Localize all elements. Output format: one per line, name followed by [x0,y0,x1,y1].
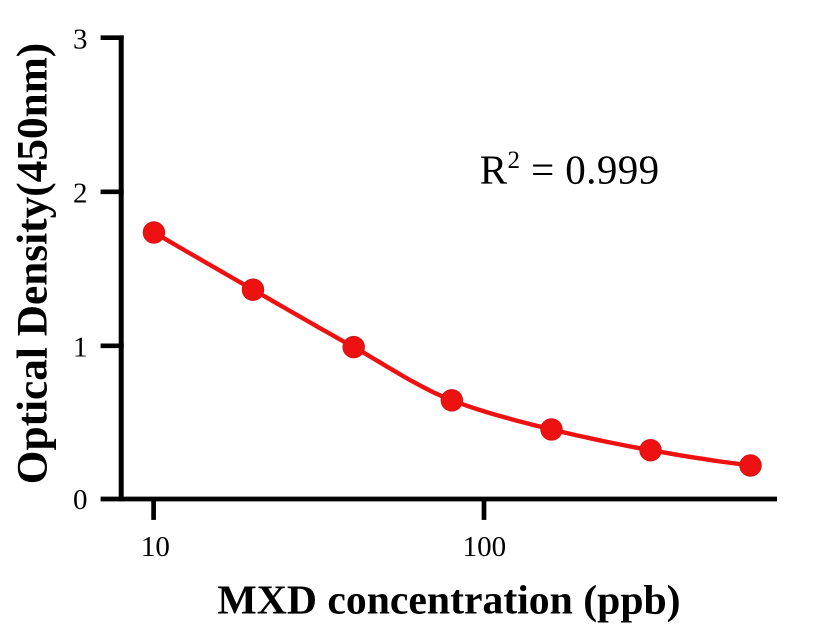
svg-text:1: 1 [73,332,88,364]
svg-text:2: 2 [73,178,88,210]
svg-text:R2 = 0.999: R2 = 0.999 [480,146,660,192]
svg-text:Optical Density(450nm): Optical Density(450nm) [9,43,57,484]
svg-text:3: 3 [73,23,88,55]
svg-text:100: 100 [463,531,507,563]
svg-text:0: 0 [73,484,88,516]
svg-text:MXD concentration (ppb): MXD concentration (ppb) [217,578,680,624]
svg-text:10: 10 [141,531,170,563]
